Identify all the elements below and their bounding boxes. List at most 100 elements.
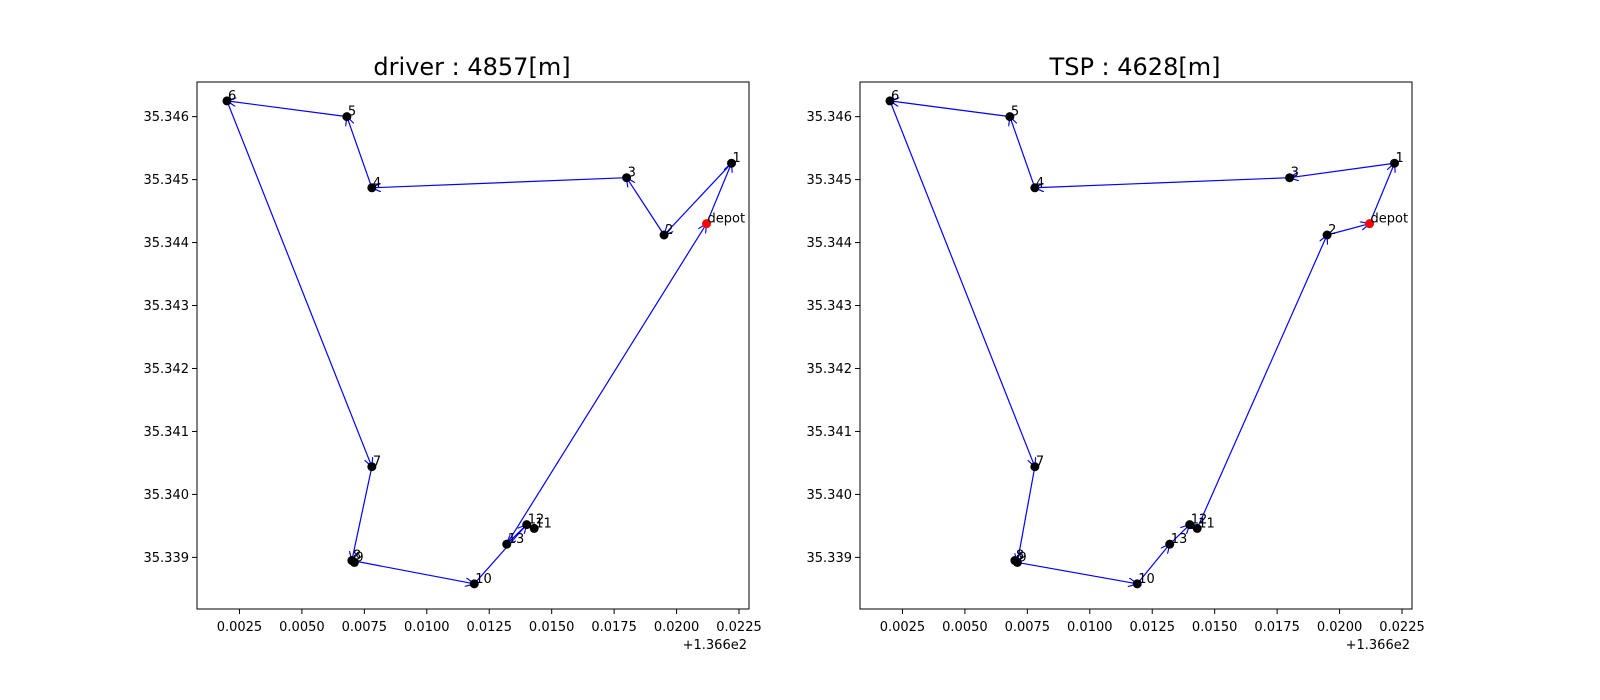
route-arrow <box>347 117 373 188</box>
x-offset-label: +1.366e2 <box>683 638 747 653</box>
point-label: depot <box>1371 212 1409 227</box>
chart-title: driver : 4857[m] <box>373 53 570 81</box>
point-label: 7 <box>1036 455 1044 470</box>
route-arrow <box>664 162 732 235</box>
route-arrow <box>1368 163 1395 224</box>
point-label: 2 <box>1328 223 1336 238</box>
point-11 <box>1192 523 1202 533</box>
point-label: 12 <box>528 513 545 528</box>
plot-frame <box>196 81 750 610</box>
point-label: 6 <box>228 89 236 104</box>
route-arrow <box>351 559 474 584</box>
x-axis: 0.0025 0.0050 0.0075 0.0100 0.0125 0.0150 0.01… <box>880 609 1425 635</box>
point-label: 2 <box>665 223 673 238</box>
point-label: 8 <box>1016 549 1024 564</box>
point-1 <box>1390 158 1400 168</box>
point-label: 13 <box>1171 532 1188 547</box>
point-3 <box>1285 173 1295 183</box>
x-axis: 0.0025 0.0050 0.0075 0.0100 0.0125 0.0150 0.01… <box>217 609 762 635</box>
route-arrow <box>507 524 528 545</box>
point-label: 9 <box>355 550 363 565</box>
point-label: 11 <box>1198 516 1215 531</box>
point-depot <box>702 219 712 229</box>
y-tick-label: 35.342 <box>144 362 190 377</box>
x-tick-label: 0.0075 <box>1005 620 1051 635</box>
point-label: 1 <box>733 151 741 166</box>
point-label: 10 <box>475 572 492 587</box>
point-6 <box>885 96 895 106</box>
point-label: 12 <box>1191 513 1208 528</box>
route-arrow <box>1169 525 1190 545</box>
y-tick-label: 35.344 <box>807 236 853 251</box>
y-tick-label: 35.345 <box>144 173 190 188</box>
y-tick-label: 35.340 <box>807 488 853 503</box>
point-9 <box>349 557 359 567</box>
x-tick-label: 0.0200 <box>654 620 700 635</box>
route-arrow <box>1035 177 1290 188</box>
y-tick-label: 35.340 <box>144 488 190 503</box>
x-tick-label: 0.0100 <box>404 620 450 635</box>
route-arrow <box>227 101 347 118</box>
y-tick-label: 35.341 <box>807 425 853 440</box>
route-arrow <box>889 100 1035 467</box>
y-tick-label: 35.346 <box>144 110 190 125</box>
x-tick-label: 0.0150 <box>1192 620 1238 635</box>
y-tick-label: 35.343 <box>144 299 190 314</box>
point-label: 11 <box>535 516 552 531</box>
x-tick-label: 0.0225 <box>1379 620 1425 635</box>
point-label: 3 <box>628 166 636 181</box>
route-layer <box>227 101 732 584</box>
point-label: 10 <box>1138 572 1155 587</box>
route-arrow <box>1326 224 1369 236</box>
x-tick-label: 0.0025 <box>880 620 926 635</box>
route-arrow <box>1017 466 1036 563</box>
y-tick-label: 35.346 <box>807 110 853 125</box>
point-label: 3 <box>1291 166 1299 181</box>
route-arrow <box>1017 561 1137 583</box>
route-arrow <box>372 177 627 188</box>
route-arrow <box>506 224 707 545</box>
point-4 <box>367 183 377 193</box>
y-tick-label: 35.345 <box>807 173 853 188</box>
x-tick-label: 0.0125 <box>1129 620 1175 635</box>
point-12 <box>1185 520 1195 530</box>
x-tick-label: 0.0200 <box>1317 620 1363 635</box>
point-label: 8 <box>353 549 361 564</box>
point-label: 1 <box>1396 151 1404 166</box>
y-axis: 35.339 35.340 35.341 35.342 35.343 35.344 35.3… <box>144 110 197 566</box>
point-7 <box>1030 462 1040 472</box>
route-arrow <box>890 101 1010 118</box>
x-tick-label: 0.0075 <box>342 620 388 635</box>
point-label: 9 <box>1018 550 1026 565</box>
route-arrow <box>352 466 373 561</box>
y-tick-label: 35.339 <box>144 551 190 566</box>
y-tick-label: 35.339 <box>807 551 853 566</box>
point-5 <box>1005 112 1015 122</box>
point-label: 5 <box>348 105 356 120</box>
driver-route-chart: driver : 4857[m] depot12345678910111213 … <box>144 53 762 653</box>
route-arrow <box>705 163 732 224</box>
point-label: 4 <box>373 176 381 191</box>
point-2 <box>1322 230 1332 240</box>
x-tick-label: 0.0150 <box>529 620 575 635</box>
point-5 <box>342 112 352 122</box>
point-depot <box>1365 219 1375 229</box>
point-12 <box>522 520 532 530</box>
y-tick-label: 35.343 <box>807 299 853 314</box>
plot-frame <box>859 81 1413 610</box>
y-tick-label: 35.342 <box>807 362 853 377</box>
point-label: 7 <box>373 455 381 470</box>
x-offset-label: +1.366e2 <box>1346 638 1410 653</box>
route-arrow <box>226 100 372 467</box>
y-axis: 35.339 35.340 35.341 35.342 35.343 35.344 35.3… <box>807 110 860 566</box>
x-tick-label: 0.0175 <box>1254 620 1300 635</box>
point-2 <box>659 230 669 240</box>
point-6 <box>222 96 232 106</box>
route-arrow <box>1196 235 1327 529</box>
route-arrow <box>473 525 526 585</box>
point-label: 4 <box>1036 176 1044 191</box>
